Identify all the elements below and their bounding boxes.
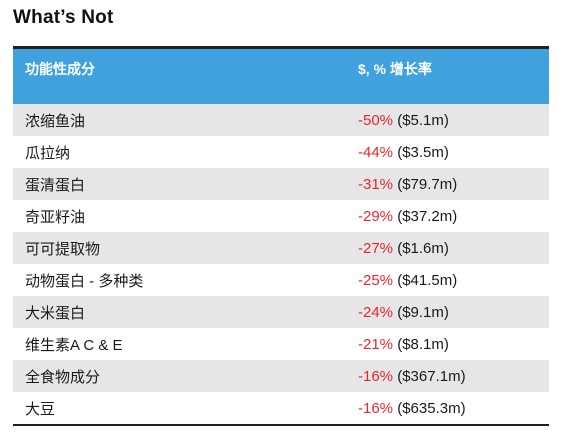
page-title: What’s Not [13,7,114,28]
growth-percent: -16% [358,367,394,385]
ingredient-cell: 动物蛋白 - 多种类 [25,272,144,290]
growth-percent: -29% [358,207,394,225]
table-row: 奇亚籽油 -29% ($37.2m) [13,200,549,232]
table-row: 蛋清蛋白 -31% ($79.7m) [13,168,549,200]
ingredient-cell: 瓜拉纳 [25,144,71,162]
ingredient-cell: 奇亚籽油 [25,208,86,226]
growth-amount: ($41.5m) [397,271,458,289]
growth-cell: -31% ($79.7m) [343,176,549,193]
growth-cell: -50% ($5.1m) [343,112,549,129]
growth-amount: ($635.3m) [397,399,466,417]
growth-cell: -25% ($41.5m) [343,272,549,289]
growth-amount: ($3.5m) [397,143,449,161]
table-row: 全食物成分 -16% ($367.1m) [13,360,549,392]
growth-percent: -50% [358,111,394,129]
header-growth: $, % 增长率 [358,61,432,77]
ingredient-cell: 维生素A C & E [25,336,123,354]
table-row: 大米蛋白 -24% ($9.1m) [13,296,549,328]
growth-amount: ($367.1m) [397,367,466,385]
growth-cell: -16% ($635.3m) [343,400,549,417]
growth-percent: -44% [358,143,394,161]
table-row: 动物蛋白 - 多种类 -25% ($41.5m) [13,264,549,296]
growth-amount: ($79.7m) [397,175,458,193]
growth-cell: -21% ($8.1m) [343,336,549,353]
ingredient-cell: 大米蛋白 [25,304,86,322]
ingredient-cell: 浓缩鱼油 [25,112,86,130]
growth-percent: -16% [358,399,394,417]
growth-amount: ($8.1m) [397,335,449,353]
growth-cell: -44% ($3.5m) [343,144,549,161]
growth-amount: ($1.6m) [397,239,449,257]
growth-percent: -27% [358,239,394,257]
table-top-rule [13,46,549,49]
growth-cell: -16% ($367.1m) [343,368,549,385]
ingredient-cell: 大豆 [25,400,56,418]
growth-table: 功能性成分 $, % 增长率 浓缩鱼油 -50% ($5.1m) 瓜拉纳 -44… [13,46,549,426]
growth-percent: -31% [358,175,394,193]
growth-cell: -24% ($9.1m) [343,304,549,321]
ingredient-cell: 全食物成分 [25,368,101,386]
growth-percent: -21% [358,335,394,353]
table-row: 可可提取物 -27% ($1.6m) [13,232,549,264]
table-bottom-rule [13,424,549,426]
growth-amount: ($5.1m) [397,111,449,129]
growth-cell: -29% ($37.2m) [343,208,549,225]
table-row: 维生素A C & E -21% ($8.1m) [13,328,549,360]
growth-amount: ($37.2m) [397,207,458,225]
growth-percent: -25% [358,271,394,289]
table-row: 大豆 -16% ($635.3m) [13,392,549,424]
ingredient-cell: 蛋清蛋白 [25,176,86,194]
ingredient-cell: 可可提取物 [25,240,101,258]
header-ingredient: 功能性成分 [25,61,95,77]
growth-amount: ($9.1m) [397,303,449,321]
table-row: 瓜拉纳 -44% ($3.5m) [13,136,549,168]
table-header: 功能性成分 $, % 增长率 [13,49,549,104]
growth-cell: -27% ($1.6m) [343,240,549,257]
table-row: 浓缩鱼油 -50% ($5.1m) [13,104,549,136]
growth-percent: -24% [358,303,394,321]
